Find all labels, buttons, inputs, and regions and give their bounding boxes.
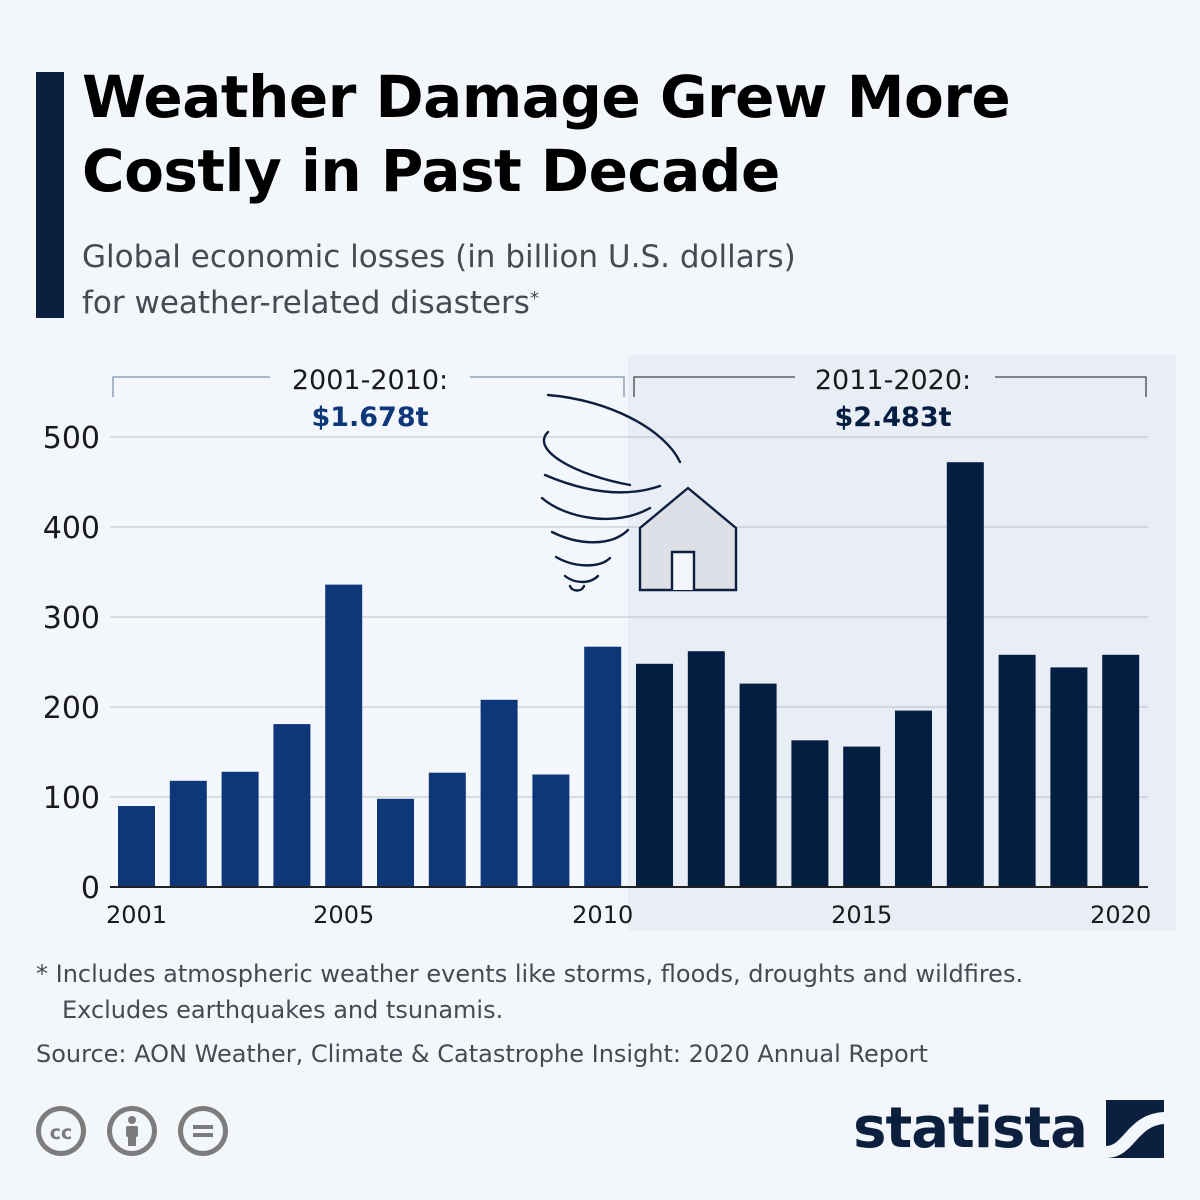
footnote: * Includes atmospheric weather events li… [36, 956, 1176, 1028]
bar-2017 [946, 462, 984, 887]
statista-logo[interactable]: statista [853, 1096, 1164, 1176]
source-note: Source: AON Weather, Climate & Catastrop… [36, 1040, 928, 1068]
bar-2016 [895, 710, 932, 887]
subtitle-line-1: Global economic losses (in billion U.S. … [82, 239, 796, 275]
footnote-line-2: Excludes earthquakes and tsunamis. [62, 996, 504, 1024]
x-tick-label: 2005 [313, 901, 374, 929]
y-tick-label: 200 [43, 691, 100, 726]
bar-2015 [843, 746, 881, 887]
brand-wordmark: statista [853, 1096, 1088, 1161]
y-tick-label: 500 [43, 421, 100, 456]
bar-chart: 0 100 200 300 400 500 2001 2005 2010 2015 2020 20… [43, 355, 1176, 930]
annotation-first-decade-label: 2001-2010: [292, 365, 448, 396]
x-axis-labels: 2001 2005 2010 2015 2020 [106, 901, 1151, 929]
chart-subtitle: Global economic losses (in billion U.S. … [82, 234, 1162, 326]
bar-2019 [1050, 667, 1088, 887]
statista-mark-icon [1106, 1099, 1164, 1158]
title-line-1: Weather Damage Grew More [82, 63, 1011, 131]
annotation-second-decade-label: 2011-2020: [815, 365, 971, 396]
subtitle-asterisk: * [529, 288, 539, 309]
y-tick-label: 300 [43, 601, 100, 636]
license-icons: cc [36, 1106, 244, 1166]
annotation-first-decade-value: $1.678t [311, 402, 428, 433]
bar-2014 [791, 740, 829, 887]
bar-2002 [169, 780, 207, 887]
y-tick-label: 0 [81, 871, 100, 906]
subtitle-line-2-text: for weather-related disasters [82, 285, 530, 321]
svg-text:cc: cc [50, 1122, 73, 1144]
chart-title: Weather Damage Grew More Costly in Past … [82, 60, 1162, 208]
bar-2006 [377, 798, 414, 887]
x-tick-label: 2015 [831, 901, 892, 929]
bar-2004 [273, 724, 311, 887]
y-axis-ticks: 0 100 200 300 400 500 [43, 421, 100, 906]
title-line-2: Costly in Past Decade [82, 137, 780, 205]
bar-2003 [221, 771, 259, 887]
bar-2001 [118, 806, 155, 887]
bar-2010 [584, 646, 622, 887]
bar-2012 [687, 651, 725, 887]
bar-2013 [739, 683, 777, 887]
bar-2005 [325, 584, 363, 887]
no-derivatives-icon[interactable] [178, 1106, 229, 1156]
bar-2007 [428, 772, 466, 887]
bar-2008 [480, 699, 518, 887]
attribution-icon[interactable] [107, 1106, 158, 1156]
decade-bracket-2011-2020: 2011-2020: $2.483t [633, 365, 1147, 433]
tornado-icon [540, 393, 682, 592]
house-icon [638, 486, 738, 592]
x-tick-label: 2010 [572, 901, 633, 929]
decade-bracket-2001-2010: 2001-2010: $1.678t [112, 365, 625, 433]
title-accent-bar [36, 72, 64, 318]
bar-2018 [998, 654, 1036, 887]
y-tick-label: 100 [43, 781, 100, 816]
bar-2020 [1102, 654, 1140, 887]
x-tick-label: 2001 [106, 901, 167, 929]
subtitle-line-2: for weather-related disasters* [82, 280, 1162, 326]
bars [118, 462, 1140, 887]
annotation-second-decade-value: $2.483t [834, 402, 951, 433]
creative-commons-icon[interactable]: cc [36, 1106, 86, 1156]
y-tick-label: 400 [43, 511, 100, 546]
bar-2011 [636, 663, 673, 887]
bar-2009 [532, 774, 570, 887]
x-tick-label: 2020 [1090, 901, 1151, 929]
footnote-line-1: * Includes atmospheric weather events li… [36, 960, 1024, 988]
